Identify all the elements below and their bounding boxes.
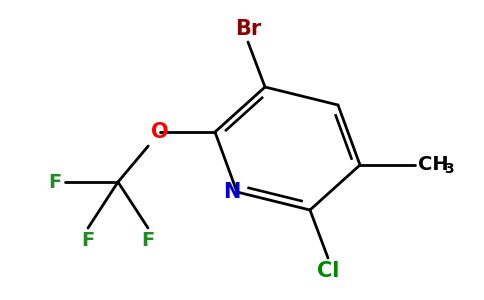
Text: F: F [81,231,95,250]
Text: Cl: Cl [317,261,339,281]
Text: Br: Br [235,19,261,39]
Text: 3: 3 [444,162,454,176]
Text: F: F [48,172,61,191]
Text: F: F [141,231,154,250]
Text: O: O [151,122,169,142]
Text: N: N [223,182,241,202]
Text: CH: CH [418,155,449,175]
